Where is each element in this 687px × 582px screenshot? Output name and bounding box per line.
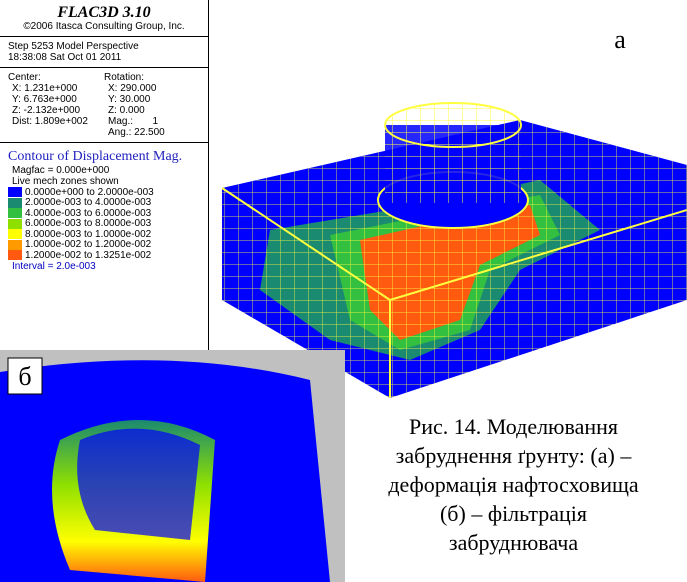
caption-line: деформація нафтосховища [340,471,687,498]
caption-line: (б) – фільтрація [340,500,687,527]
panel-label: а [614,25,626,54]
caption-line: Рис. 14. Моделювання [340,413,687,440]
page: FLAC3D 3.10©2006 Itasca Consulting Group… [0,0,687,582]
caption-line: забруднювача [340,529,687,556]
panel-label: б [18,362,31,391]
caption-line: забруднення ґрунту: (а) – [340,442,687,469]
